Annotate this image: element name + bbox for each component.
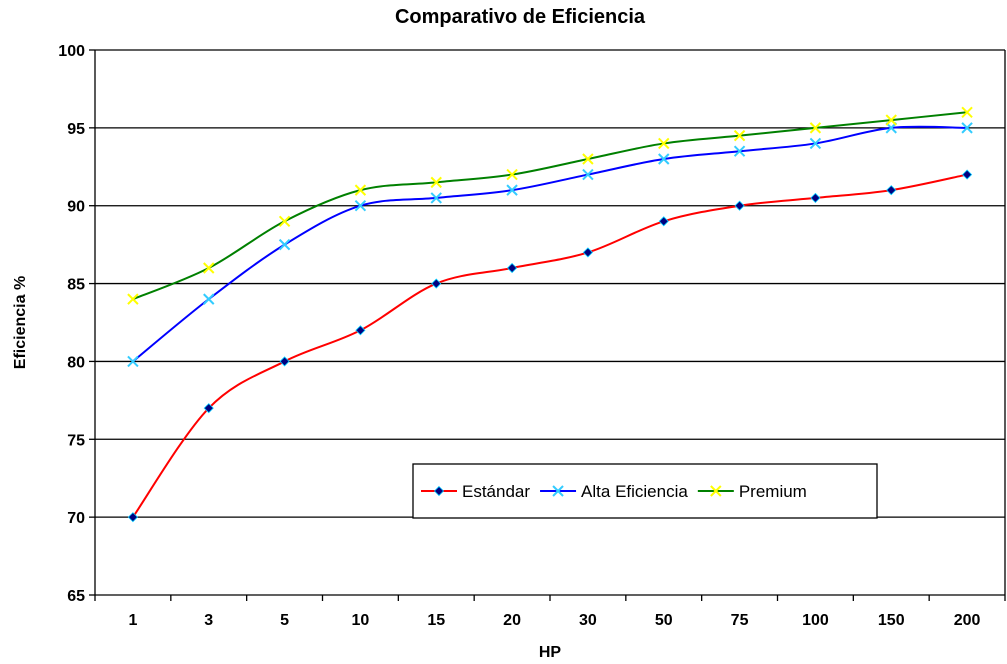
- data-point-0: [279, 356, 290, 367]
- x-tick-label: 50: [655, 612, 673, 629]
- chart-title: Comparativo de Eficiencia: [394, 6, 646, 28]
- series-line-2: [132, 111, 968, 301]
- x-tick-label: 15: [427, 612, 445, 629]
- data-point-0: [582, 247, 593, 258]
- x-tick-label: 5: [280, 612, 289, 629]
- data-point-0: [355, 325, 366, 336]
- data-point-2: [809, 122, 822, 134]
- y-tick-label: 100: [58, 43, 85, 60]
- data-point-1: [961, 122, 973, 134]
- x-tick-label: 75: [731, 612, 749, 629]
- y-tick-label: 95: [67, 121, 85, 138]
- data-point-1: [430, 192, 442, 204]
- data-point-2: [961, 106, 973, 118]
- data-point-1: [809, 137, 822, 150]
- legend-item: Estándar: [421, 482, 530, 501]
- data-point-1: [278, 238, 291, 251]
- legend-marker: [433, 485, 445, 497]
- y-tick-label: 85: [67, 277, 85, 294]
- x-tick-label: 3: [204, 612, 213, 629]
- legend-box: [412, 463, 878, 519]
- legend: Estándar Alta Eficiencia Premium: [412, 463, 878, 519]
- x-tick-label: 1: [128, 612, 137, 629]
- legend-label: Alta Eficiencia: [581, 482, 688, 501]
- data-point-1: [354, 200, 367, 212]
- data-point-0: [734, 200, 745, 211]
- x-tick-label: 150: [878, 612, 905, 629]
- x-tick-labels: 1 3 5 10 15 20 30 50 75 100 150 200: [94, 595, 1006, 629]
- legend-item: Premium: [697, 482, 807, 501]
- data-point-0: [962, 169, 973, 180]
- data-point-2: [885, 114, 897, 126]
- data-point-1: [127, 355, 139, 368]
- y-tick-label: 75: [67, 432, 85, 449]
- data-point-0: [203, 403, 214, 414]
- legend-marker: [552, 485, 564, 497]
- data-point-1: [203, 293, 215, 305]
- data-point-0: [658, 216, 669, 227]
- data-point-0: [127, 512, 138, 523]
- x-tick-label: 30: [579, 612, 597, 629]
- data-point-2: [278, 215, 291, 227]
- y-tick-label: 80: [67, 354, 85, 371]
- legend-label: Estándar: [462, 482, 530, 501]
- data-point-1: [658, 153, 670, 165]
- legend-marker: [710, 485, 722, 497]
- data-point-1: [582, 168, 594, 181]
- x-tick-label: 100: [802, 612, 829, 629]
- x-axis-title: HP: [539, 644, 562, 661]
- series-lines: [132, 111, 968, 518]
- data-point-2: [658, 137, 670, 150]
- y-tick-labels: 65 70 75 80 85 90 95 100: [58, 43, 85, 605]
- data-point-1: [733, 145, 746, 157]
- x-tick-label: 20: [503, 612, 521, 629]
- data-point-2: [203, 262, 215, 274]
- y-axis-title: Eficiencia %: [12, 276, 29, 369]
- legend-item: Alta Eficiencia: [540, 482, 688, 501]
- legend-label: Premium: [739, 482, 807, 501]
- y-tick-label: 65: [67, 588, 85, 605]
- x-tick-label: 200: [954, 612, 981, 629]
- data-point-0: [507, 262, 518, 274]
- y-tick-label: 70: [67, 510, 85, 527]
- data-point-2: [430, 176, 442, 189]
- data-point-0: [431, 278, 442, 289]
- data-point-0: [886, 185, 897, 196]
- series-markers: [127, 106, 973, 523]
- data-point-2: [506, 168, 518, 181]
- series-line-1: [132, 125, 968, 363]
- data-point-2: [582, 153, 594, 165]
- y-tick-label: 90: [67, 199, 85, 216]
- data-point-1: [506, 184, 518, 196]
- data-point-2: [354, 184, 367, 196]
- data-point-2: [733, 129, 746, 142]
- x-tick-label: 10: [352, 612, 370, 629]
- data-point-0: [810, 192, 821, 203]
- data-point-2: [127, 293, 139, 305]
